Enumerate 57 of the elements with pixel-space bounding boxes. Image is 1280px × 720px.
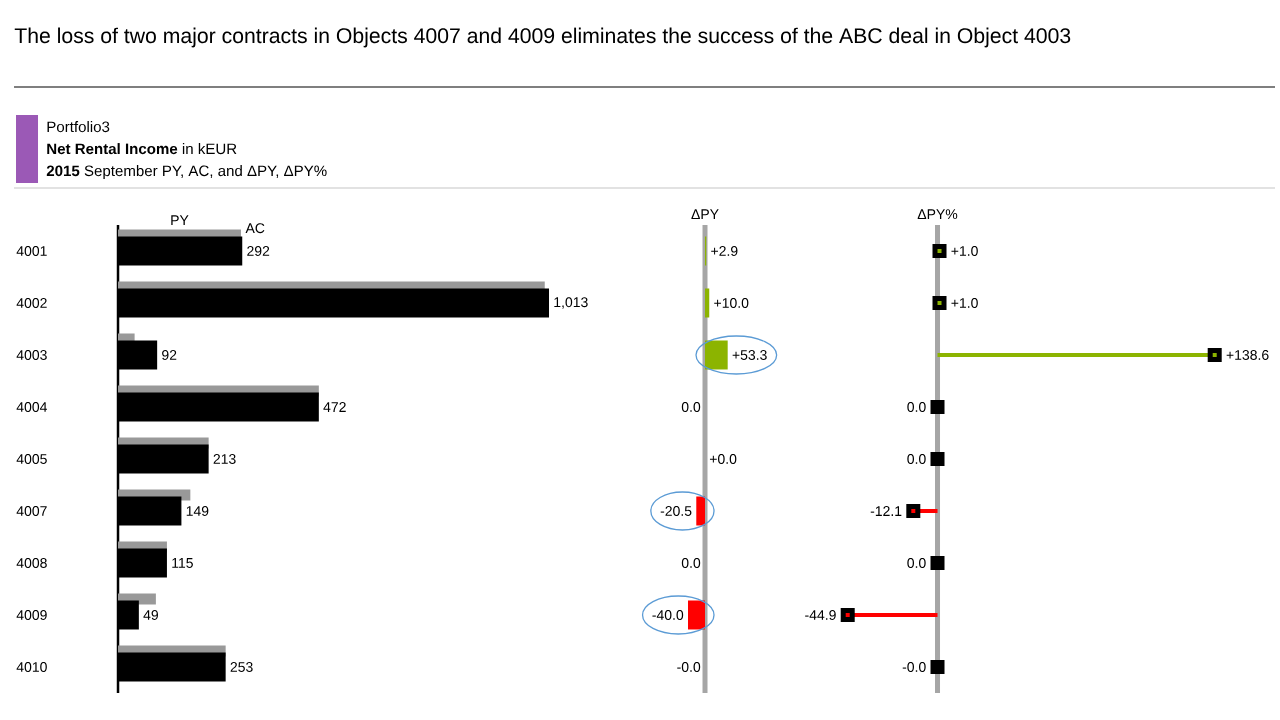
data-label: +10.0 <box>714 298 749 308</box>
point <box>932 295 947 310</box>
y-tick-label: 4009 <box>16 610 47 620</box>
text: Net Rental Income in kEUR <box>47 143 237 155</box>
data-label: +138.6 <box>1226 350 1269 360</box>
text: 2015 September PY, AC, and ΔPY, ΔPY% <box>46 165 327 180</box>
data-label: 292 <box>247 246 270 256</box>
bar <box>687 600 705 630</box>
bar <box>696 496 705 526</box>
chart-title: The loss of two major contracts in Objects 4007 and 4009 eliminates the success of the ABC deal in Object 4003 <box>14 27 1071 48</box>
chart-title: ΔPY% <box>917 209 958 220</box>
data-label: +1.0 <box>951 246 978 256</box>
series-label: AC <box>245 223 265 234</box>
y-tick-label: 4007 <box>16 506 47 516</box>
point <box>932 243 947 258</box>
point <box>930 659 945 674</box>
data-label: 253 <box>230 662 253 672</box>
y-tick-label: 4001 <box>16 246 47 256</box>
bar <box>705 340 728 370</box>
data-label: 0.0 <box>907 454 926 464</box>
point <box>906 503 921 518</box>
data-label: -12.1 <box>870 506 902 516</box>
data-label: +1.0 <box>951 298 978 308</box>
data-label: -0.0 <box>902 662 926 672</box>
data-label: 115 <box>172 558 193 568</box>
chart-title: ΔPY <box>691 209 719 219</box>
y-tick-label: 4004 <box>16 402 47 412</box>
data-label: 92 <box>162 350 177 360</box>
data-label: 1,013 <box>554 297 588 309</box>
data-label: -40.0 <box>652 610 684 620</box>
point <box>930 555 945 570</box>
data-label: 0.0 <box>907 402 926 412</box>
y-tick-label: 4010 <box>16 662 47 672</box>
data-label: -20.5 <box>660 506 692 516</box>
y-tick-label: 4008 <box>16 558 47 568</box>
data-label: 149 <box>186 506 209 516</box>
data-label: +0.0 <box>709 454 737 464</box>
y-tick-label: 4002 <box>16 298 47 308</box>
point <box>930 399 945 414</box>
data-label: +2.9 <box>711 246 738 256</box>
data-label: 213 <box>213 454 236 464</box>
point <box>1207 347 1222 362</box>
point <box>840 607 855 622</box>
point <box>930 451 945 466</box>
data-label: 49 <box>143 610 159 620</box>
bar <box>705 288 710 318</box>
data-label: 0.0 <box>681 558 701 568</box>
data-label: 0.0 <box>681 402 701 412</box>
data-label: -0.0 <box>677 662 701 672</box>
data-label: 0.0 <box>907 558 926 568</box>
text: Portfolio3 <box>47 121 110 133</box>
data-label: -44.9 <box>805 610 836 620</box>
y-tick-label: 4005 <box>16 454 47 464</box>
series-label: PY <box>171 215 189 225</box>
y-tick-label: 4003 <box>16 350 47 360</box>
data-label: 472 <box>323 402 346 412</box>
data-label: +53.3 <box>732 350 767 360</box>
